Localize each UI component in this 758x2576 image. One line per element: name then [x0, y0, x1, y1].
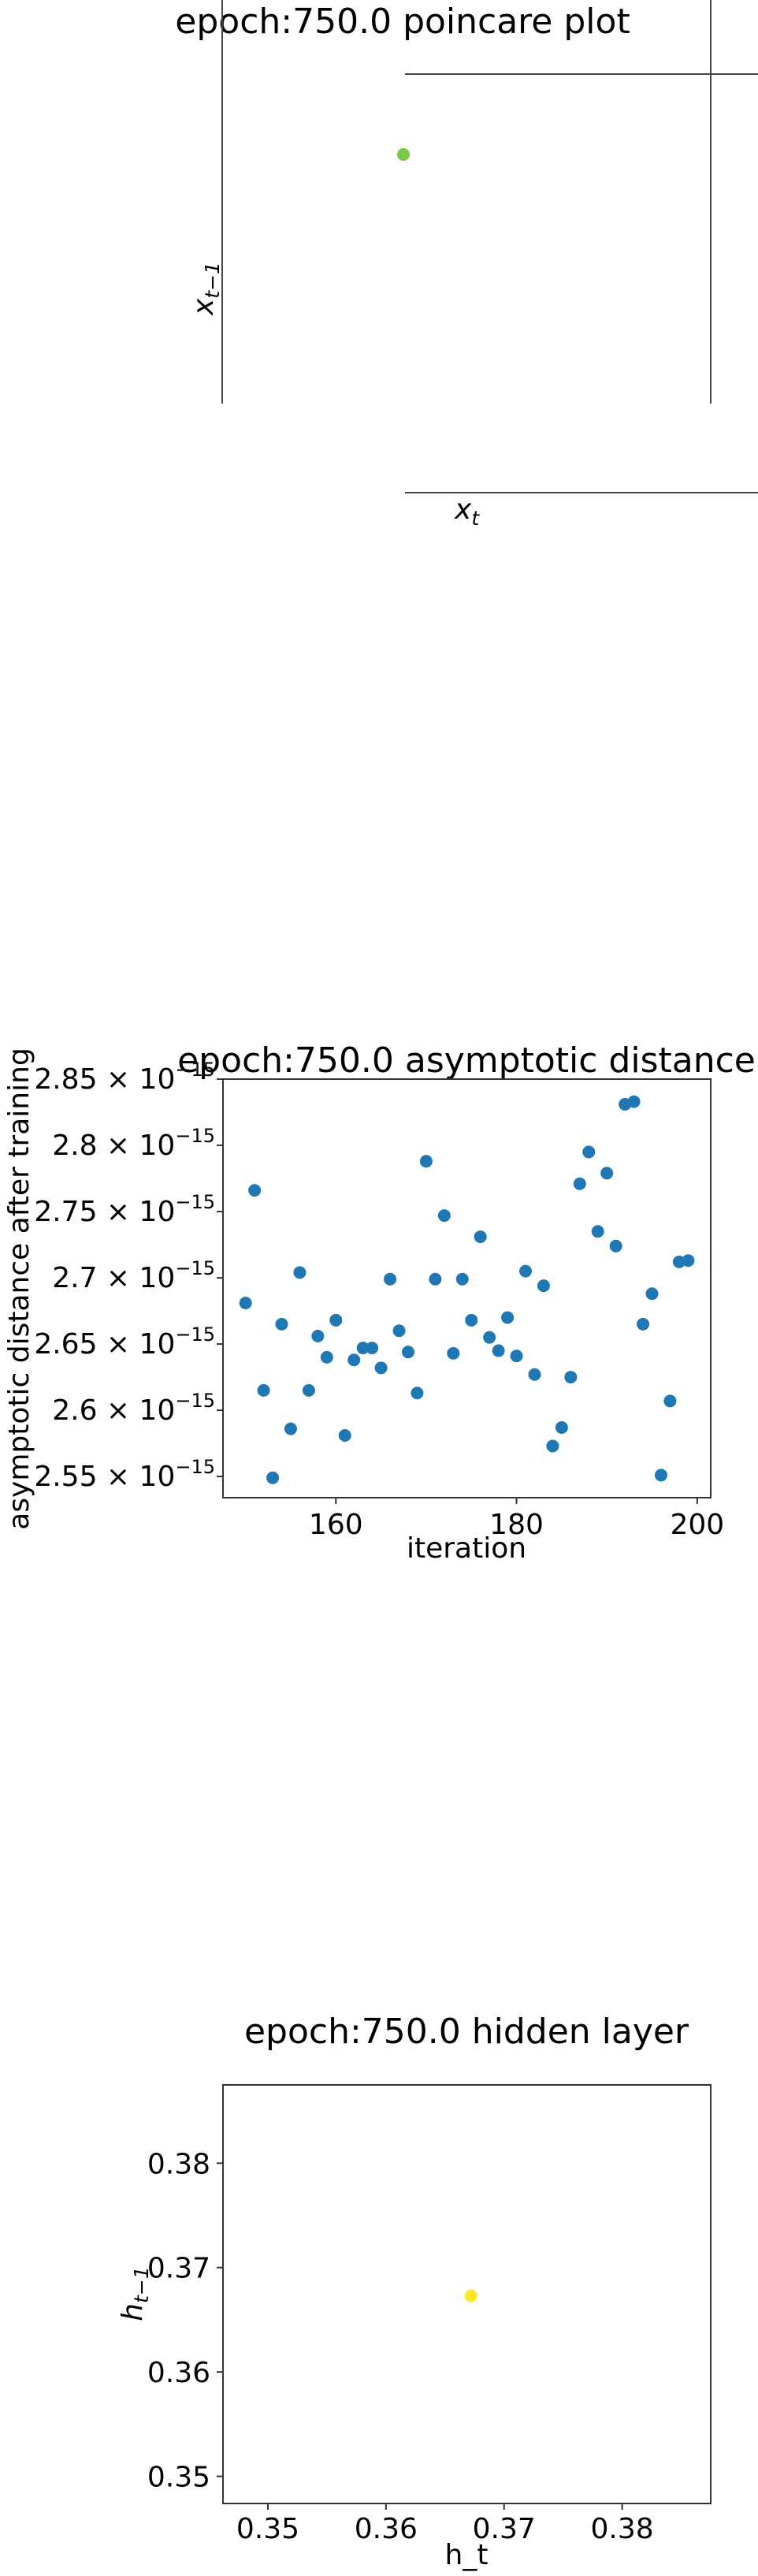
y-tick-label: 2.65 × 10−15 — [34, 1323, 215, 1361]
scatter-point — [338, 1429, 351, 1442]
poincare-plot: epoch:750.0 poincare plot xt xt−1 — [175, 0, 758, 530]
hidden-layer-plot-frame — [222, 2084, 712, 2504]
scatter-point — [546, 1439, 559, 1453]
scatter-point — [347, 1353, 361, 1367]
scatter-point — [419, 1155, 433, 1168]
scatter-point — [384, 1272, 397, 1286]
scatter-point — [654, 1469, 667, 1482]
scatter-point — [465, 1313, 478, 1327]
asymptotic-title: epoch:750.0 asymptotic distance — [177, 1040, 756, 1081]
scatter-point — [284, 1422, 297, 1435]
hidden-layer-y-ticks: 0.35 0.36 0.37 0.38 — [147, 2148, 223, 2494]
scatter-point — [510, 1349, 523, 1363]
y-tick-label: 0.38 — [147, 2148, 210, 2180]
x-tick-label: 200 — [670, 1509, 724, 1541]
hidden-layer-points — [464, 2289, 477, 2302]
scatter-point — [564, 1371, 578, 1384]
y-tick-label: 2.6 × 10−15 — [52, 1390, 215, 1427]
asymptotic-distance-chart: epoch:750.0 asymptotic distance 2.55 × 1… — [3, 1040, 756, 1565]
scatter-point — [374, 1361, 388, 1375]
poincare-title: epoch:750.0 poincare plot — [175, 2, 630, 42]
scatter-point — [257, 1383, 270, 1397]
scatter-point — [591, 1225, 604, 1238]
y-tick-label: 2.55 × 10−15 — [34, 1456, 215, 1493]
scatter-point — [329, 1313, 343, 1327]
scatter-point — [320, 1350, 333, 1364]
scatter-point — [266, 1471, 280, 1484]
scatter-point — [637, 1317, 650, 1331]
scatter-point — [573, 1177, 586, 1190]
scatter-point — [682, 1254, 695, 1268]
scatter-point — [492, 1344, 505, 1357]
y-tick-label: 2.85 × 10−15 — [34, 1059, 215, 1096]
asymptotic-points — [239, 1095, 695, 1484]
scatter-point — [663, 1394, 677, 1408]
hidden-layer-xlabel: h_t — [445, 2539, 489, 2571]
scatter-point — [464, 2289, 477, 2302]
scatter-point — [519, 1264, 533, 1278]
y-tick-label: 0.35 — [147, 2462, 210, 2494]
x-tick-label: 0.36 — [355, 2513, 418, 2545]
scatter-point — [455, 1272, 469, 1286]
poincare-ylabel: xt−1 — [188, 262, 224, 316]
scatter-point — [474, 1230, 487, 1243]
scatter-point — [275, 1317, 288, 1331]
hidden-layer-title: epoch:750.0 hidden layer — [244, 2012, 689, 2052]
y-tick-label: 0.36 — [147, 2357, 210, 2389]
asymptotic-ylabel: asymptotic distance after training — [3, 1048, 35, 1530]
y-tick-label: 2.7 × 10−15 — [52, 1257, 215, 1294]
y-tick-label: 0.37 — [147, 2253, 210, 2285]
scatter-point — [311, 1329, 325, 1342]
scatter-point — [356, 1342, 370, 1355]
asymptotic-x-ticks: 160 180 200 — [309, 1498, 724, 1541]
x-tick-label: 160 — [309, 1509, 363, 1541]
scatter-point — [537, 1279, 550, 1293]
scatter-point — [528, 1368, 541, 1381]
scatter-point — [483, 1331, 496, 1344]
hidden-layer-ylabel: ht−1 — [117, 2266, 153, 2321]
x-tick-label: 0.35 — [236, 2513, 299, 2545]
asymptotic-xlabel: iteration — [407, 1532, 526, 1565]
scatter-point — [302, 1383, 315, 1397]
x-tick-label: 0.38 — [591, 2513, 654, 2545]
scatter-point — [609, 1239, 622, 1253]
scatter-point — [392, 1324, 406, 1338]
hidden-layer-chart: epoch:750.0 hidden layer 0.350.360.370.3… — [117, 2012, 712, 2571]
scatter-point — [429, 1272, 442, 1286]
y-tick-label: 2.8 × 10−15 — [52, 1125, 215, 1162]
scatter-point — [248, 1184, 262, 1197]
scatter-point — [366, 1342, 379, 1355]
scatter-point — [645, 1287, 659, 1301]
y-tick-label: 2.75 × 10−15 — [34, 1191, 215, 1228]
poincare-xlabel: xt — [454, 493, 480, 530]
scatter-point — [555, 1420, 568, 1434]
scatter-point — [411, 1387, 424, 1400]
scatter-point — [401, 1346, 414, 1359]
scatter-point — [582, 1145, 596, 1159]
hidden-layer-x-ticks: 0.35 0.36 0.37 0.38 — [236, 2503, 654, 2545]
scatter-point — [600, 1167, 614, 1180]
poincare-data-point — [397, 148, 410, 161]
x-tick-label: 180 — [489, 1509, 544, 1541]
x-tick-label: 0.37 — [473, 2513, 536, 2545]
scatter-point — [627, 1095, 641, 1108]
scatter-point — [447, 1346, 460, 1360]
scatter-point — [501, 1311, 515, 1324]
asymptotic-plot-frame — [222, 1078, 712, 1498]
asymptotic-y-ticks: 2.55 × 10−15 2.6 × 10−15 2.65 × 10−15 2.7 ×… — [34, 1059, 223, 1493]
scatter-point — [437, 1209, 451, 1223]
scatter-point — [293, 1266, 307, 1279]
scatter-point — [239, 1296, 252, 1309]
